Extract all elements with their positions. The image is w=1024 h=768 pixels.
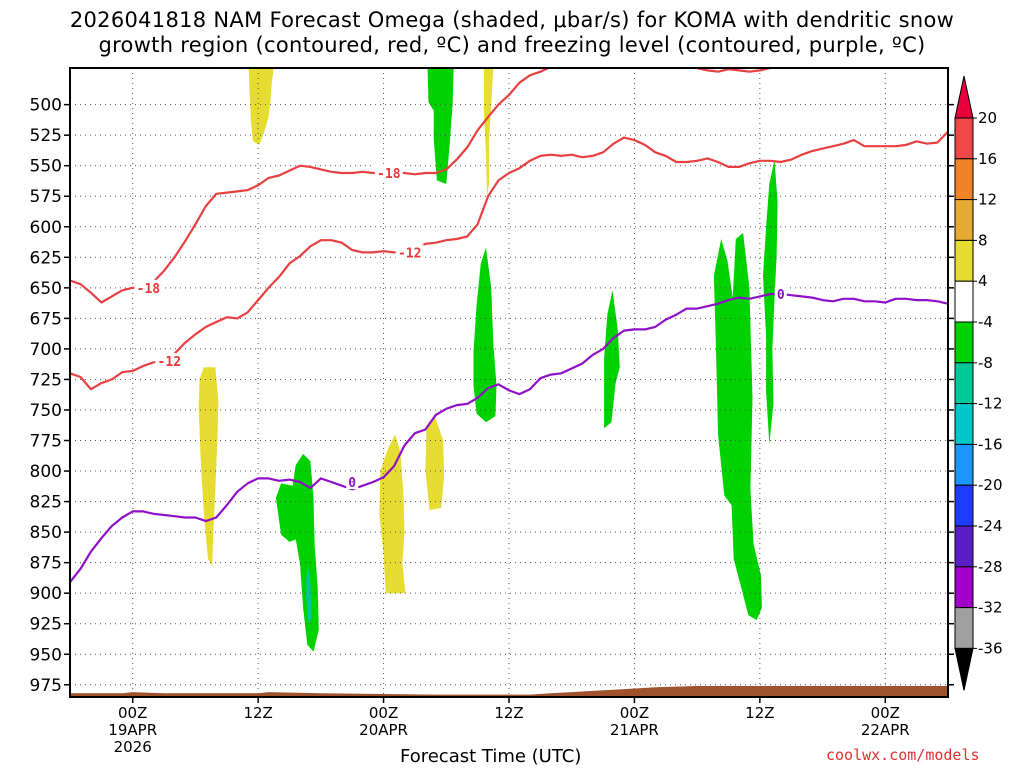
contour-label: 0 (348, 476, 356, 491)
y-tick-label: 575 (30, 187, 62, 207)
omega-region (473, 247, 497, 423)
colorbar-top-arrow (954, 75, 974, 119)
contour-line (70, 68, 551, 304)
y-tick-label: 850 (30, 523, 62, 543)
x-tick-label: 00Z (369, 704, 398, 722)
colorbar-label: -24 (978, 517, 1003, 535)
contour-label: 0 (777, 288, 785, 303)
terrain-band (70, 686, 948, 697)
y-tick-label: 975 (30, 676, 62, 696)
y-tick-label: 600 (30, 218, 62, 238)
plot-area: -18 -18 -12 -12 0 0 (70, 68, 948, 697)
colorbar-label: -32 (978, 599, 1003, 617)
contour-label: -12 (158, 355, 181, 370)
colorbar-label: 12 (978, 191, 997, 209)
contour-label: -12 (398, 246, 421, 261)
colorbar-bin (954, 525, 974, 568)
colorbar-bin (954, 321, 974, 364)
contour-label: -18 (137, 282, 161, 297)
x-tick-label: 22APR (861, 721, 910, 739)
contour-label-bg (374, 165, 403, 181)
colorbar-bin (954, 199, 974, 241)
x-axis-title: Forecast Time (UTC) (400, 746, 582, 767)
y-tick-label: 950 (30, 645, 62, 665)
contour-label: -18 (377, 167, 401, 182)
contour-line (70, 292, 948, 583)
colorbar-bin (954, 403, 974, 445)
contour-line (70, 130, 948, 391)
y-tick-label: 525 (30, 126, 62, 146)
y-tick-label: 625 (30, 248, 62, 268)
y-tick-label: 750 (30, 401, 62, 421)
omega-region (198, 367, 219, 567)
y-tick-label: 775 (30, 432, 62, 452)
colorbar-label: 4 (978, 272, 988, 290)
y-tick-label: 650 (30, 279, 62, 299)
y-tick-label: 900 (30, 584, 62, 604)
omega-region (604, 290, 620, 429)
contour-label-bg (134, 279, 163, 295)
y-tick-label: 825 (30, 493, 62, 513)
contour-label-bg (395, 244, 424, 260)
colorbar-label: -28 (978, 558, 1003, 576)
omega-region (306, 566, 312, 623)
y-tick-label: 500 (30, 96, 62, 116)
axis-layer: 500 525 550 575 600 625 650 675 700 725 750 775 800 8… (30, 67, 954, 756)
colorbar-label: 8 (978, 231, 988, 249)
colorbar-bin (954, 607, 974, 649)
colorbar-bottom-arrow (954, 647, 974, 691)
x-tick-label: 12Z (243, 704, 272, 722)
colorbar-bin (954, 362, 974, 405)
omega-region (713, 232, 762, 621)
colorbar-label: 20 (978, 109, 997, 127)
chart-title-line-1: 2026041818 NAM Forecast Omega (shaded, μ… (69, 8, 955, 32)
y-tick-label: 875 (30, 554, 62, 574)
colorbar-label: -20 (978, 476, 1003, 494)
contour-label-bg (346, 474, 359, 490)
omega-region (248, 68, 274, 145)
y-tick-label: 725 (30, 370, 62, 390)
colorbar-bin (954, 158, 974, 201)
y-tick-label: 800 (30, 462, 62, 482)
omega-region (275, 453, 319, 652)
omega-region (763, 159, 778, 445)
colorbar-bin (954, 566, 974, 609)
omega-region (483, 68, 494, 197)
x-tick-label: 00Z (871, 704, 900, 722)
contour-label-bg (155, 353, 184, 369)
x-tick-label: 21APR (610, 721, 659, 739)
colorbar-label: -16 (978, 435, 1003, 453)
chart-title-line-2: growth region (contoured, red, ºC) and f… (98, 33, 926, 57)
x-tick-label: 2026 (114, 738, 152, 756)
colorbar-label: -4 (978, 313, 993, 331)
x-tick-label: 00Z (620, 704, 649, 722)
x-tick-label: 19APR (108, 721, 157, 739)
colorbar-label: -8 (978, 354, 993, 372)
colorbar-bin (954, 239, 974, 282)
credit-text: coolwx.com/models (826, 746, 980, 764)
x-tick-label: 12Z (494, 704, 523, 722)
x-tick-label: 12Z (745, 704, 774, 722)
plot-clip-group: -18 -18 -12 -12 0 0 (70, 68, 948, 697)
colorbar-label: -12 (978, 395, 1003, 413)
omega-region (425, 416, 445, 511)
colorbar-bin (954, 443, 974, 486)
colorbar-label: 16 (978, 150, 997, 168)
colorbar-bin (954, 484, 974, 527)
y-tick-label: 925 (30, 615, 62, 635)
y-tick-label: 675 (30, 309, 62, 329)
colorbar: 20 16 12 8 4 -4 -8 -12 -16 -20 -24 -28 -32 -36 (954, 75, 1003, 691)
y-tick-label: 700 (30, 340, 62, 360)
y-tick-label: 550 (30, 157, 62, 177)
x-tick-label: 00Z (118, 704, 147, 722)
colorbar-bin (954, 280, 974, 323)
colorbar-label: -36 (978, 639, 1003, 657)
colorbar-bin (954, 117, 974, 160)
omega-region (427, 68, 454, 184)
contour-label-bg (774, 285, 787, 301)
x-tick-label: 20APR (359, 721, 408, 739)
